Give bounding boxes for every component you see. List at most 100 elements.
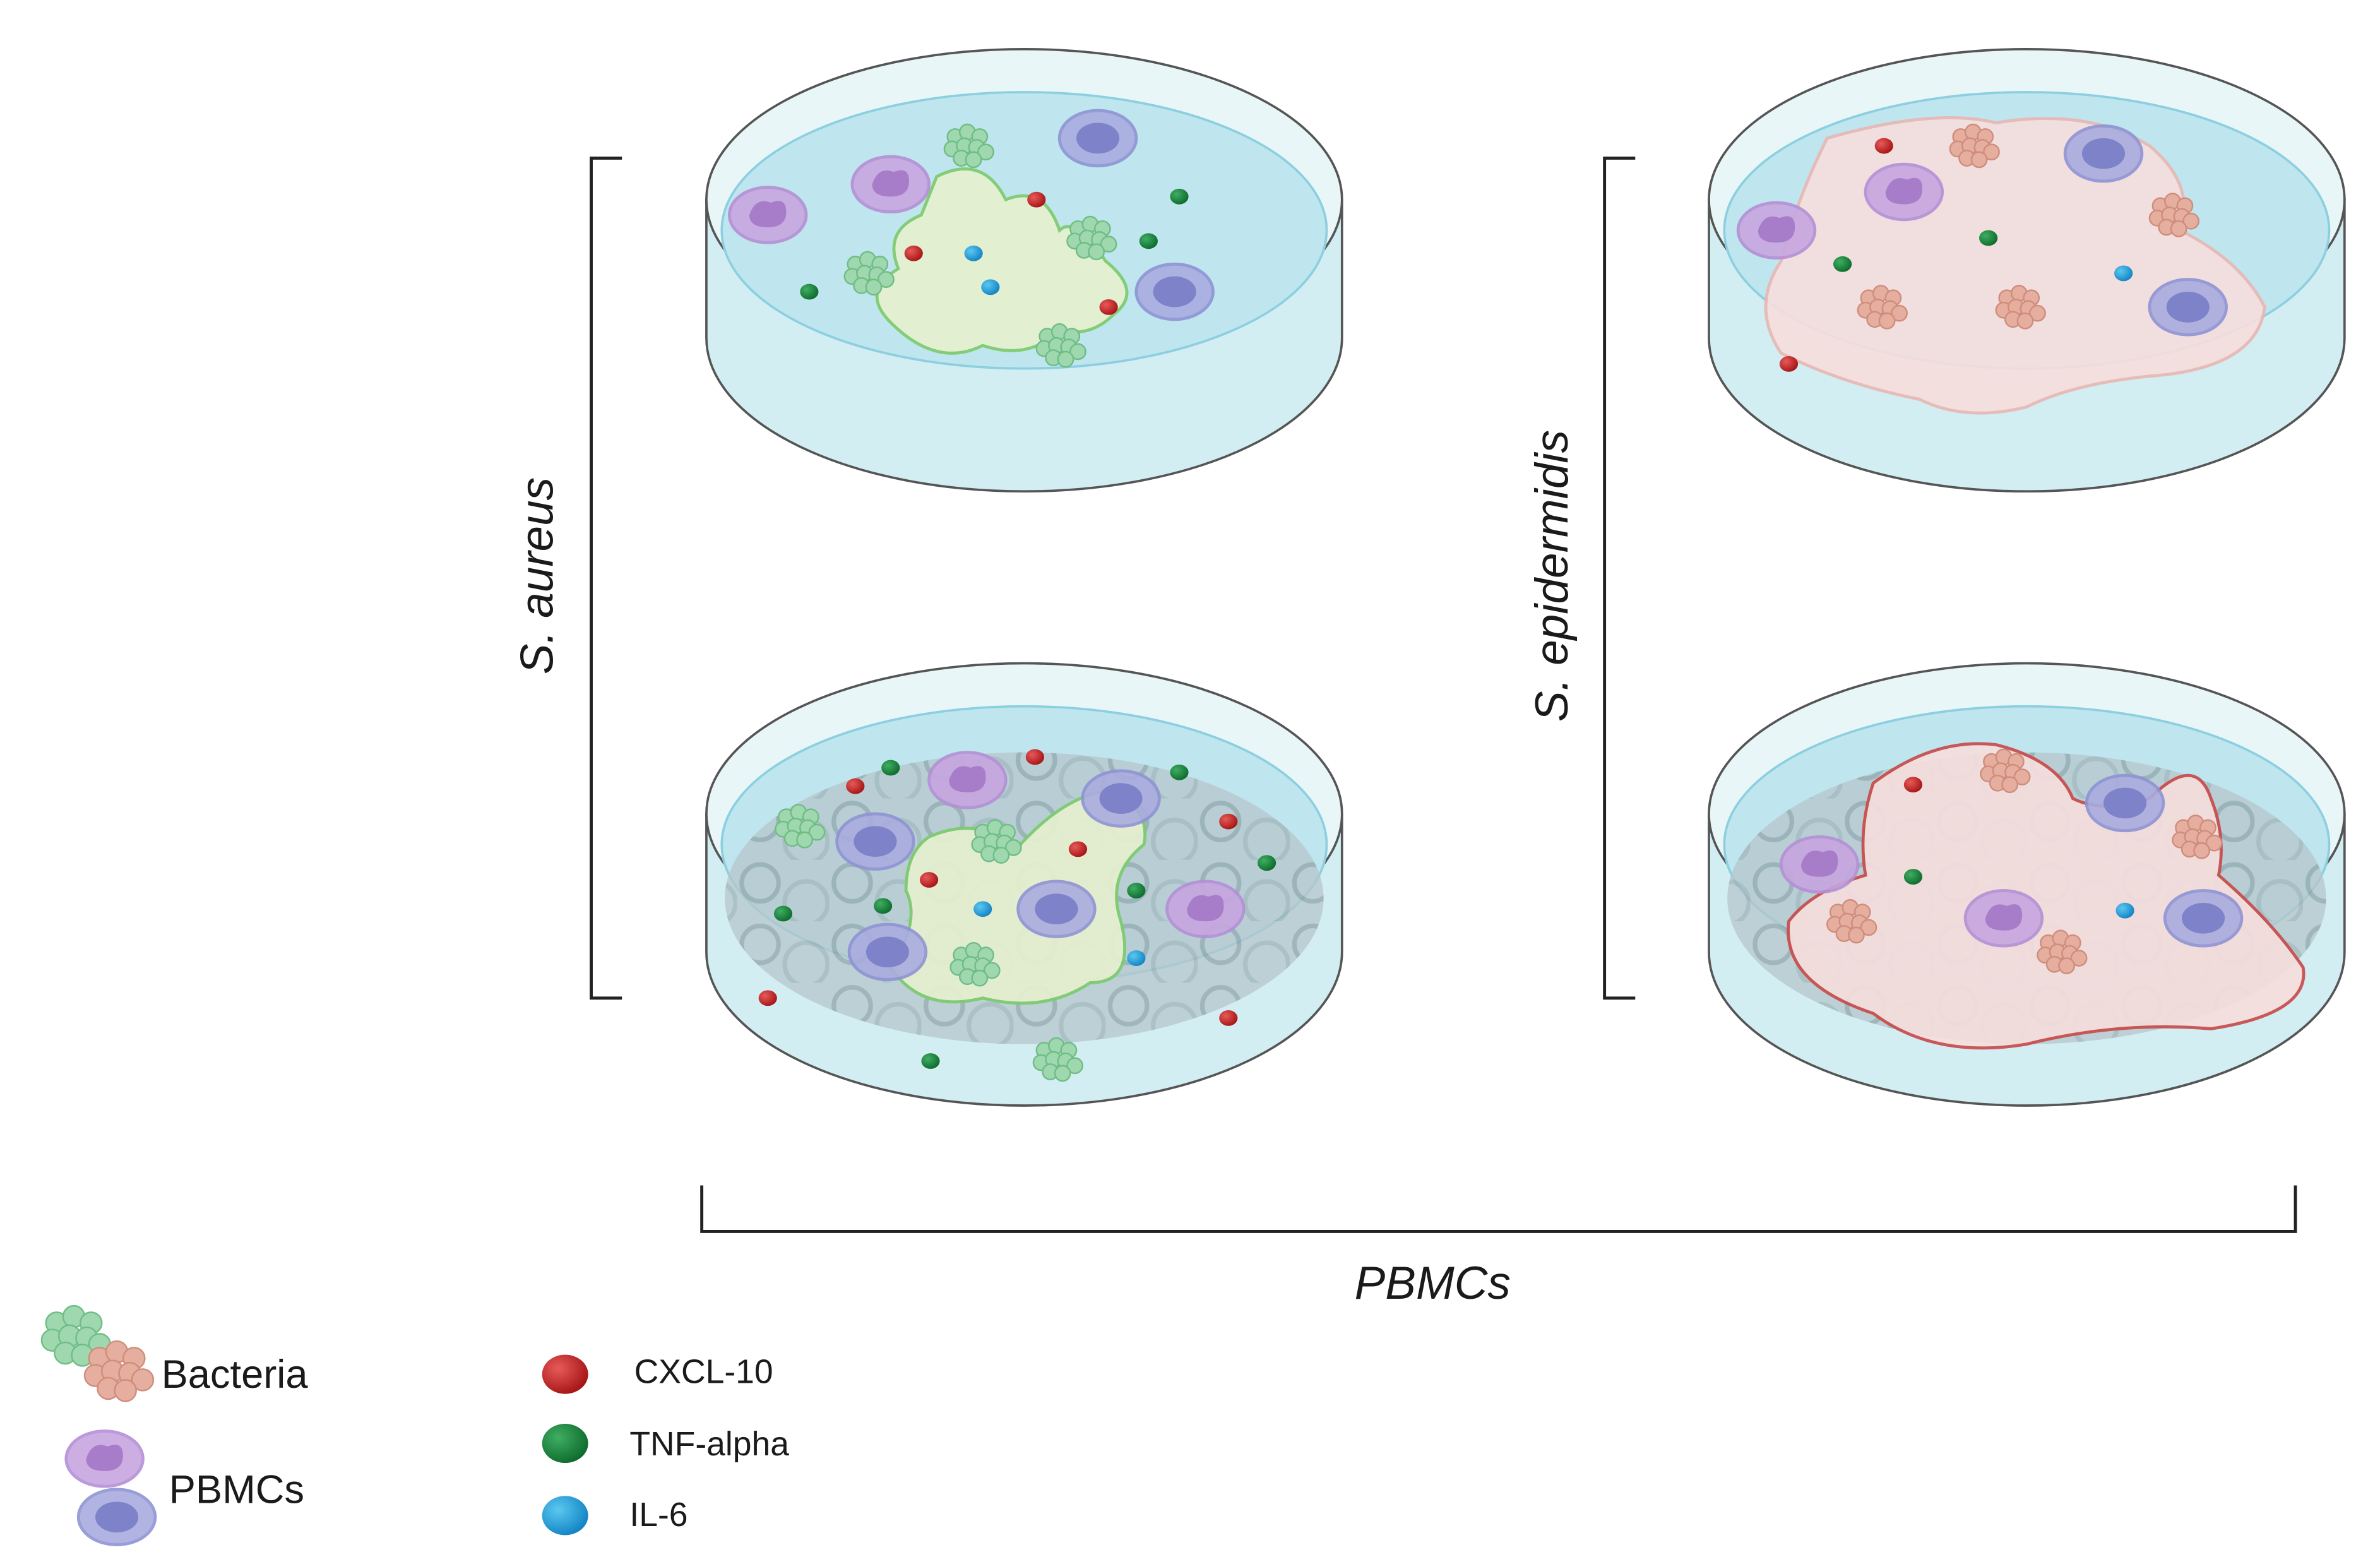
cytokine [1127, 883, 1146, 898]
cytokine [542, 1354, 588, 1394]
cytokine [2114, 265, 2133, 282]
cytokine [921, 1053, 940, 1069]
nucleus [95, 1501, 139, 1533]
cytokine [542, 1496, 588, 1536]
cytokine [1903, 869, 1923, 885]
bacterium [2193, 842, 2211, 859]
bacterium [796, 831, 813, 849]
cytokine [874, 898, 893, 914]
legend-label: PBMCs [169, 1468, 304, 1512]
cytokine [973, 901, 992, 917]
bacterium [992, 847, 1010, 864]
bacterium [2070, 950, 2088, 967]
bacterium [131, 1368, 155, 1392]
nucleus [1758, 216, 1795, 243]
cytokine [1099, 299, 1118, 315]
bacterium [1004, 839, 1022, 856]
cytokine [1779, 355, 1799, 372]
bacterium [2013, 768, 2031, 785]
cytokine [1219, 1010, 1238, 1026]
nucleus [1035, 893, 1078, 925]
dishes [705, 47, 2346, 1107]
cytokine [904, 245, 923, 261]
cytokine [1979, 230, 1998, 246]
bacterium [1100, 236, 1117, 253]
legend-label: IL-6 [629, 1496, 687, 1534]
bacterium [1891, 304, 1908, 322]
bacterium [2029, 304, 2046, 322]
bottom-bracket [700, 1185, 2297, 1233]
legend-label: CXCL-10 [634, 1354, 773, 1391]
nucleus [1187, 895, 1224, 922]
bacterium [878, 271, 895, 288]
bacterium [1860, 919, 1877, 936]
cytokine [1170, 764, 1189, 780]
cytokine [800, 283, 819, 300]
biofilm [1787, 742, 2306, 1050]
bacterium [1057, 350, 1074, 368]
nucleus [1800, 850, 1838, 877]
bacterium [865, 278, 883, 296]
nucleus [2103, 787, 2147, 819]
bacterium [2170, 220, 2187, 237]
petri-dish [705, 47, 1343, 493]
nucleus [949, 766, 986, 792]
bacterium [1069, 343, 1086, 361]
bacterium [1066, 1057, 1083, 1075]
bacterium [983, 962, 1001, 979]
cytokine [1025, 749, 1044, 765]
cytokine [2115, 902, 2134, 919]
cytokine [1170, 188, 1189, 205]
cytokine [1139, 233, 1158, 249]
cytokine [1258, 855, 1276, 871]
bacterium [114, 1379, 137, 1402]
nucleus [2182, 902, 2225, 934]
nucleus [1099, 783, 1143, 814]
bacterium [2001, 776, 2019, 794]
legend-label: Bacteria [162, 1352, 309, 1397]
petri-dish [1708, 47, 2346, 493]
group-label: PBMCs [1355, 1258, 1511, 1309]
left-bracket [590, 157, 622, 1000]
bacterium [1088, 243, 1105, 261]
cytokine [758, 990, 777, 1006]
nucleus [1985, 904, 2023, 931]
nucleus [872, 170, 909, 197]
cytokine [542, 1424, 588, 1464]
right-bracket [1603, 157, 1636, 1000]
group-label: S. aureus [512, 477, 563, 674]
petri-dish [1708, 662, 2346, 1107]
nucleus [1076, 122, 1120, 154]
nucleus [854, 826, 897, 857]
group-label: S. epidermidis [1526, 430, 1578, 722]
bacterium [2182, 212, 2200, 230]
cytokine [846, 778, 865, 794]
bacterium [2205, 834, 2223, 852]
nucleus [749, 201, 787, 227]
bacterium [1054, 1065, 1071, 1082]
cytokine [881, 760, 900, 776]
cytokine [1219, 813, 1238, 830]
cytokine [1027, 191, 1046, 208]
bacterium [2016, 312, 2034, 330]
nucleus [866, 936, 909, 968]
cytokine [1903, 777, 1923, 793]
bacterium [1983, 143, 2000, 161]
cytokine [981, 279, 1000, 295]
bacterium [977, 143, 994, 161]
cytokine [1833, 256, 1852, 272]
brackets [590, 157, 2297, 1233]
bacterium [1970, 151, 1988, 169]
cytokine [1874, 138, 1893, 154]
cytokine [919, 872, 939, 888]
cytokine [773, 905, 793, 922]
nucleus [2081, 138, 2126, 169]
bacterium [1878, 312, 1896, 330]
legend-label: TNF-alpha [629, 1426, 789, 1463]
bacterium [808, 823, 826, 841]
petri-dish [705, 662, 1343, 1107]
nucleus [2166, 292, 2210, 323]
bacterium [2058, 957, 2076, 975]
